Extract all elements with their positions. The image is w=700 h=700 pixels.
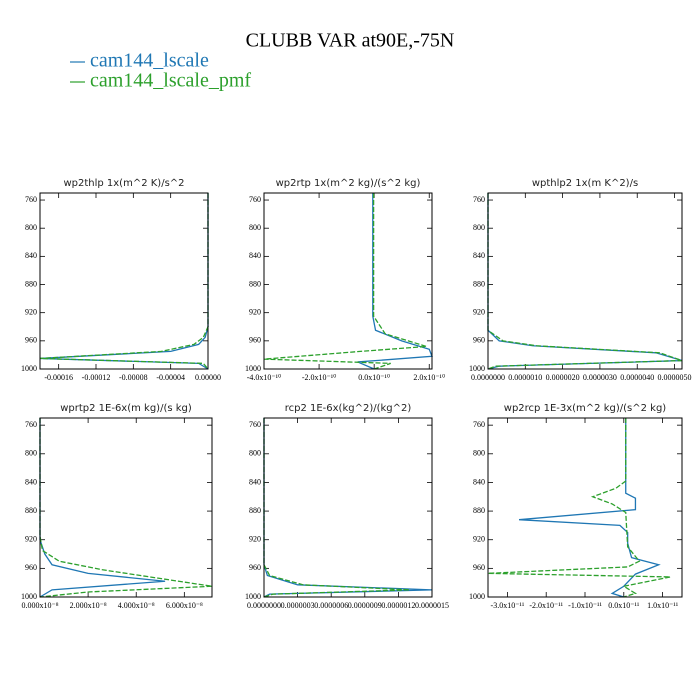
plot-frame: [263, 192, 433, 370]
panel-title: wprtp2 1E-6x(m kg)/(s kg): [60, 403, 192, 414]
y-tick-label: 840: [25, 477, 37, 486]
y-tick-label: 880: [25, 506, 37, 515]
y-tick-label: 960: [473, 563, 485, 572]
x-tick-label: 2.0x10⁻¹⁰: [413, 373, 445, 382]
y-tick-label: 960: [249, 563, 261, 572]
y-tick-label: 800: [473, 223, 485, 232]
y-tick-label: 840: [473, 477, 485, 486]
x-tick-label: -0.00008: [119, 373, 148, 382]
x-tick-label: -2.0x10⁻¹⁰: [302, 373, 337, 382]
y-tick-label: 800: [473, 449, 485, 458]
y-tick-label: 1000: [21, 592, 37, 601]
panel-title: rcp2 1E-6x(kg^2)/(kg^2): [285, 403, 412, 414]
x-tick-label: 0.0x10⁻¹¹: [608, 601, 640, 610]
y-tick-label: 760: [249, 195, 261, 204]
x-tick-label: -0.00004: [156, 373, 185, 382]
x-tick-label: 0.0000015: [415, 601, 449, 610]
y-tick-label: 800: [25, 223, 37, 232]
y-tick-label: 960: [25, 336, 37, 345]
y-tick-label: 760: [473, 420, 485, 429]
x-tick-label: 0.0000003: [281, 601, 315, 610]
y-tick-label: 760: [249, 420, 261, 429]
x-tick-label: -0.00016: [44, 373, 73, 382]
y-tick-label: 920: [249, 308, 261, 317]
y-tick-label: 920: [473, 535, 485, 544]
x-tick-label: -4.0x10⁻¹⁰: [247, 373, 282, 382]
y-tick-label: 960: [473, 336, 485, 345]
legend-entry: cam144_lscale: [90, 50, 209, 72]
figure-title: CLUBB VAR at90E,-75N: [246, 30, 455, 52]
legend-entry: cam144_lscale_pmf: [90, 70, 251, 92]
x-tick-label: 1.0x10⁻¹¹: [647, 601, 679, 610]
y-tick-label: 800: [249, 223, 261, 232]
panel-title: wpthlp2 1x(m K^2)/s: [532, 178, 638, 189]
y-tick-label: 960: [249, 336, 261, 345]
x-tick-label: 0.0000006: [314, 601, 348, 610]
y-tick-label: 760: [473, 195, 485, 204]
x-tick-label: 0.0000009: [348, 601, 382, 610]
y-tick-label: 840: [249, 477, 261, 486]
y-tick-label: 1000: [469, 364, 485, 373]
x-tick-label: -3.0x10⁻¹¹: [491, 601, 525, 610]
y-tick-label: 880: [25, 279, 37, 288]
plot-frame: [39, 192, 209, 370]
y-tick-label: 920: [249, 535, 261, 544]
series-line: [39, 418, 166, 598]
y-tick-label: 880: [249, 506, 261, 515]
y-tick-label: 840: [249, 251, 261, 260]
x-tick-label: 0.0000000: [247, 601, 281, 610]
x-tick-label: 0.0000020: [546, 373, 580, 382]
plot-frame: [39, 417, 213, 598]
y-tick-label: 840: [473, 251, 485, 260]
x-tick-label: 0.0000000: [471, 373, 505, 382]
y-tick-label: 1000: [245, 364, 261, 373]
panel-title: wp2thlp 1x(m^2 K)/s^2: [63, 178, 184, 189]
y-tick-label: 880: [473, 506, 485, 515]
x-tick-label: -1.0x10⁻¹¹: [568, 601, 602, 610]
x-tick-label: 0.0000010: [508, 373, 542, 382]
x-tick-label: 2.000x10⁻⁸: [70, 601, 107, 610]
x-tick-label: 4.000x10⁻⁸: [118, 601, 155, 610]
x-tick-label: 0.0000040: [620, 373, 654, 382]
y-tick-label: 760: [25, 195, 37, 204]
y-tick-label: 880: [249, 279, 261, 288]
x-tick-label: 6.000x10⁻⁸: [166, 601, 203, 610]
series-line: [263, 193, 427, 370]
series-line: [39, 193, 209, 370]
y-tick-label: 1000: [245, 592, 261, 601]
plot-frame: [263, 417, 433, 598]
y-tick-label: 880: [473, 279, 485, 288]
series-line: [263, 418, 410, 598]
y-tick-label: 920: [473, 308, 485, 317]
x-tick-label: 0.00000: [195, 373, 221, 382]
panel-title: wp2rtp 1x(m^2 kg)/(s^2 kg): [276, 178, 421, 189]
series-line: [487, 193, 683, 370]
series-line: [357, 193, 433, 370]
x-tick-label: -0.00012: [82, 373, 111, 382]
y-tick-label: 840: [25, 251, 37, 260]
panel-title: wp2rcp 1E-3x(m^2 kg)/(s^2 kg): [504, 403, 667, 414]
x-tick-label: 0.000x10⁻⁸: [21, 601, 58, 610]
plot-frame: [487, 192, 683, 370]
x-tick-label: -2.0x10⁻¹¹: [529, 601, 563, 610]
series-line: [487, 418, 671, 598]
y-tick-label: 960: [25, 563, 37, 572]
y-tick-label: 800: [249, 449, 261, 458]
y-tick-label: 1000: [21, 364, 37, 373]
y-tick-label: 920: [25, 535, 37, 544]
y-tick-label: 920: [25, 308, 37, 317]
x-tick-label: 0.0000050: [658, 373, 692, 382]
x-tick-label: 0.0000030: [583, 373, 617, 382]
x-tick-label: 0.0x10⁻¹⁰: [358, 373, 390, 382]
y-tick-label: 800: [25, 449, 37, 458]
y-tick-label: 760: [25, 420, 37, 429]
y-tick-label: 1000: [469, 592, 485, 601]
x-tick-label: 0.0000012: [381, 601, 415, 610]
plot-frame: [487, 417, 683, 598]
